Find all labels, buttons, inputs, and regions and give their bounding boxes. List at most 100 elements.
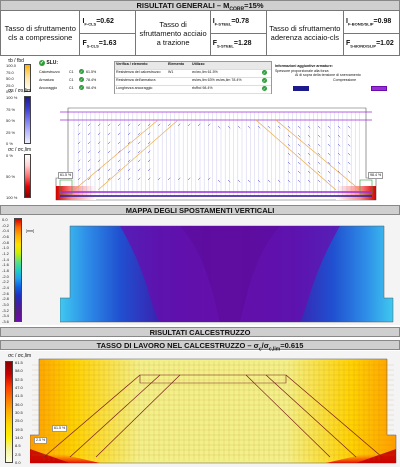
compression-swatch xyxy=(371,86,387,91)
slu-row-code: C1 xyxy=(69,86,74,90)
steel-fs-symbol: F xyxy=(212,40,217,48)
armature-info-title: Informazioni aggiuntive armature: xyxy=(275,64,333,68)
plot-label-right: 98.4 % xyxy=(368,172,384,179)
plot-label-left: 61.5 % xyxy=(58,172,74,179)
tasso-tick: 14.0 xyxy=(15,435,23,440)
cls-if-num: =0.62 xyxy=(96,17,114,25)
concrete-results-header: RISULTATI CALCESTRUZZO xyxy=(0,327,400,337)
disp-unit: [mm] xyxy=(26,229,34,233)
structure-outline xyxy=(55,107,377,201)
cls-fs-sub: S-CLS xyxy=(86,43,99,49)
check-icon: ✓ xyxy=(262,78,267,83)
displacement-header: MAPPA DEGLI SPOSTAMENTI VERTICALI xyxy=(0,205,400,215)
tasso-sub2: c,lim xyxy=(268,346,281,353)
stress-field-plot xyxy=(38,100,396,204)
disp-tick: -2.6 xyxy=(2,290,9,296)
tasso-prefix: TASSO DI LAVORO NEL CALCESTRUZZO – σ xyxy=(96,341,259,350)
disp-tick: -3.0 xyxy=(2,302,9,307)
check-icon: ✓ xyxy=(39,60,45,66)
tasso-mid: /σ xyxy=(261,341,269,350)
tasso-suffix: =0.615 xyxy=(280,341,304,350)
verification-cell: σc/σc,lim 61.5% xyxy=(192,70,218,74)
verification-cell: Resistenza del calcestruzzo xyxy=(116,70,161,74)
cls-if-value: IF-CLS=0.62 xyxy=(79,10,137,34)
steel-legend-bar xyxy=(24,96,31,144)
verification-cell: τb/fbd 98.4% xyxy=(192,86,213,90)
tasso-tick: 61.5 xyxy=(15,360,23,365)
armature-info-sub: Spessore proporzionale alla forza xyxy=(275,68,329,73)
bond-tick: 100.0 xyxy=(6,63,17,68)
verification-cell: Utilizzo xyxy=(192,62,205,66)
slu-row: Calcestruzzo C1 ✓ 61.5% xyxy=(39,69,113,75)
displacement-map xyxy=(60,225,394,323)
tasso-tick: 36.0 xyxy=(15,401,23,407)
slu-title: SLU: xyxy=(46,60,59,66)
verification-cell xyxy=(167,78,191,85)
verification-cell: ✓ xyxy=(261,86,271,93)
bond-label: Tasso di sfruttamento aderenza acciaio-c… xyxy=(265,10,345,56)
verification-cell: ✓ xyxy=(261,70,271,77)
steel-tick: 25 % xyxy=(6,129,16,135)
bond-fs-value: FS-BOND/SLIP=1.02 xyxy=(343,32,400,56)
verification-cell: Resistenza dell'armatura xyxy=(116,78,156,82)
tasso-tick: 8.5 xyxy=(15,443,21,449)
cls-fs-value: FS-CLS=1.63 xyxy=(79,32,137,56)
bond-tick: 25.0 xyxy=(6,82,14,88)
armature-info: Informazioni aggiuntive armature: Spesso… xyxy=(275,64,393,98)
disp-tick: -1.4 xyxy=(2,256,9,262)
steel-if-value: IF-STEEL=0.78 xyxy=(209,10,267,34)
check-icon: ✓ xyxy=(79,85,84,90)
header-prefix: RISULTATI GENERALI – M xyxy=(136,1,230,10)
steel-tick: 75 % xyxy=(6,106,16,112)
verification-cell: σs/σs,lim 63% σs/σs,lim 78.4% xyxy=(192,78,242,82)
tasso-tick: 19.5 xyxy=(15,426,23,432)
bond-fs-symbol: F xyxy=(346,40,351,48)
armature-info-compression: Compressione xyxy=(333,78,357,82)
summary-table: Tasso di sfruttamento cls a compressione… xyxy=(0,10,400,56)
disp-tick: -0.8 xyxy=(2,239,9,245)
steel-tick: 0 % xyxy=(6,141,13,146)
disp-tick: -2.8 xyxy=(2,296,9,302)
slu-box: ✓ SLU: Calcestruzzo C1 ✓ 61.5% Armatura C1 ✓ 78… xyxy=(39,60,113,100)
verification-row: Resistenza del calcestruzzo W1 σc/σc,lim 6… xyxy=(115,70,271,78)
slu-row-name: Calcestruzzo xyxy=(39,70,60,74)
tasso-tick: 2.5 xyxy=(15,451,21,457)
tasso-legend-bar xyxy=(5,361,13,463)
tasso-header: TASSO DI LAVORO NEL CALCESTRUZZO – σc/σc… xyxy=(0,340,400,353)
tension-swatch xyxy=(293,86,309,91)
tasso-tick: 30.5 xyxy=(15,410,23,415)
check-icon: ✓ xyxy=(262,86,267,91)
header-spacer xyxy=(0,337,400,340)
slu-row-code: C1 xyxy=(69,70,74,74)
disp-tick: -3.4 xyxy=(2,313,9,319)
verification-rows: Verifica / elemento Elemento Utilizzo Resis… xyxy=(115,62,271,94)
verification-cell: Elemento xyxy=(168,62,185,66)
verification-cell: Lunghezza ancoraggio xyxy=(116,86,153,90)
bottom-label-corner: 2.5 % xyxy=(34,437,48,444)
bond-tick: 75.0 xyxy=(6,69,14,75)
steel-tick: 100 % xyxy=(6,95,18,100)
disp-tick: -0.6 xyxy=(2,234,9,239)
cls-label: Tasso di sfruttamento cls a compressione xyxy=(0,10,81,56)
bond-fs-sub: S-BOND/SLIP xyxy=(350,43,377,49)
tasso-tick: 52.5 xyxy=(15,376,23,382)
steel-tick: 50 % xyxy=(6,118,16,123)
tasso-tick: 58.0 xyxy=(15,368,23,374)
cls-fs-symbol: F xyxy=(82,40,87,48)
steel-fs-value: FS-STEEL=1.28 xyxy=(209,32,267,56)
verification-table: Verifica / elemento Elemento Utilizzo Resis… xyxy=(114,61,272,94)
disp-tick: -3.2 xyxy=(2,307,9,313)
steel-legend-title: σs / σs,lim xyxy=(8,88,32,94)
bond-fs-num: =1.02 xyxy=(376,40,394,48)
tasso-sub1: c xyxy=(258,346,262,353)
slu-row-code: C1 xyxy=(69,78,74,82)
slu-row-pct: 61.5% xyxy=(86,70,97,74)
bond-legend-title: τb / fbd xyxy=(8,58,24,64)
slu-row-pct: 98.4% xyxy=(86,86,97,90)
steel-if-num: =0.78 xyxy=(231,17,250,25)
bond-legend-bar xyxy=(24,64,31,92)
conc-tick: 100 % xyxy=(6,195,18,200)
check-icon: ✓ xyxy=(79,69,84,74)
conc-legend-title: σc / σc,lim xyxy=(8,147,32,153)
steel-label: Tasso di sfruttamento acciaio a trazione xyxy=(135,10,211,56)
